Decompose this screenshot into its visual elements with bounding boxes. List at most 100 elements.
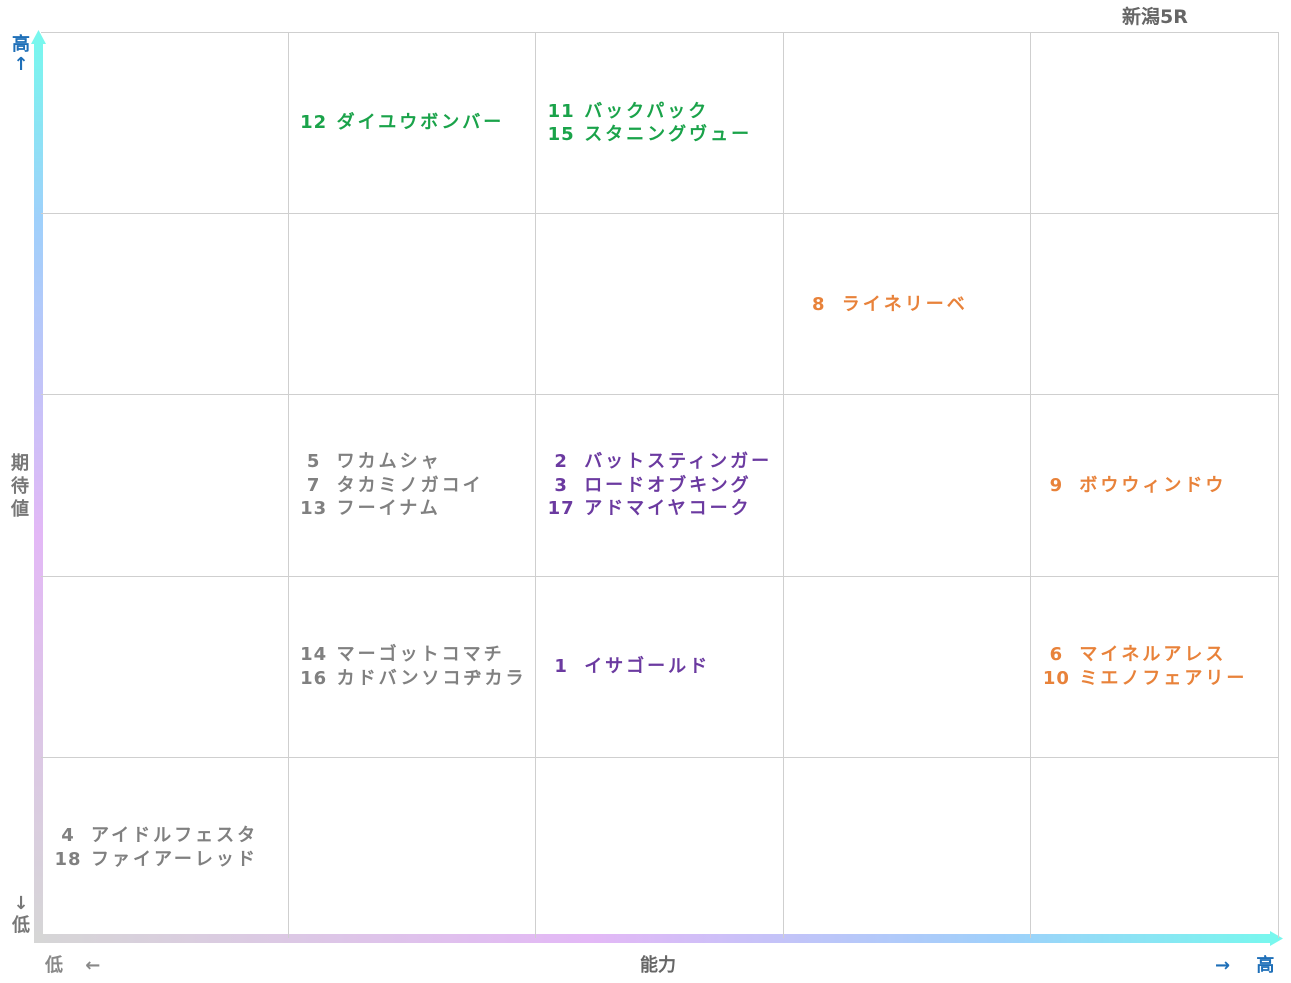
horse-entry: 1 イサゴールド: [544, 655, 783, 679]
horse-entry: 8 ライネリーベ: [802, 293, 1031, 317]
y-axis-label-text: 期待値: [11, 453, 29, 520]
grid-cell: 8 ライネリーベ: [783, 213, 1032, 395]
cell-entry-list: 6 マイネルアレス 10 ミエノフェアリー: [1031, 577, 1278, 757]
y-axis-high: 高 ↑: [11, 35, 31, 75]
horse-name: フーイナム: [336, 498, 441, 520]
horse-entry: 7 タカミノガコイ: [297, 474, 536, 498]
horse-number: 14: [300, 644, 328, 666]
horse-entry: 16 カドバンソコヂカラ: [297, 667, 536, 691]
x-axis-right-arrow: →: [1215, 955, 1231, 976]
race-title: 新潟5R: [1122, 6, 1188, 28]
horse-name: イサゴールド: [584, 655, 711, 677]
x-axis-high-label: 高: [1256, 955, 1275, 976]
grid-cell: 14 マーゴットコマチ 16 カドバンソコヂカラ: [288, 575, 537, 757]
y-axis-low: ↓ 低: [11, 893, 31, 937]
horse-name: ワカムシャ: [336, 451, 442, 473]
horse-name: ファイアーレッド: [91, 848, 258, 870]
y-axis-label: 期待値: [10, 452, 30, 521]
horse-number: 6: [1049, 644, 1064, 666]
horse-name: マイネルアレス: [1079, 644, 1227, 666]
y-axis-arrowhead: [31, 30, 46, 44]
grid-cell: [536, 756, 784, 938]
horse-number: 16: [300, 667, 328, 689]
x-axis-high: → 高: [1215, 951, 1274, 977]
x-axis-bar: [34, 934, 1274, 943]
horse-entry: 2 バットスティンガー: [544, 450, 783, 474]
x-axis-low: 低 ←: [45, 951, 100, 977]
grid-cell: 11 バックパック 15 スタニングヴュー: [536, 32, 784, 214]
horse-name: タカミノガコイ: [336, 474, 484, 496]
horse-number: 17: [547, 498, 575, 520]
horse-entry: 3 ロードオブキング: [544, 474, 783, 498]
horse-name: ダイユウボンバー: [336, 112, 505, 134]
horse-number: 11: [547, 100, 575, 122]
y-axis-low-label: 低: [12, 915, 30, 936]
x-axis-label: 能力: [640, 955, 676, 976]
grid-cell: [783, 756, 1032, 938]
horse-name: ロードオブキング: [584, 474, 752, 496]
grid-cell: [536, 213, 784, 395]
grid-cell: [1031, 756, 1279, 938]
horse-entry: 11 バックパック: [544, 100, 783, 124]
horse-name: アドマイヤコーク: [584, 498, 752, 520]
grid-cell: [783, 394, 1032, 576]
grid-cell: 9 ボウウィンドウ: [1031, 394, 1279, 576]
horse-entry: 15 スタニングヴュー: [544, 123, 783, 147]
grid-cell: 1 イサゴールド: [536, 575, 784, 757]
x-axis-left-arrow: ←: [85, 955, 101, 976]
grid-cell: 4 アイドルフェスタ 18 ファイアーレッド: [41, 756, 289, 938]
horse-name: マーゴットコマチ: [336, 644, 505, 666]
cell-entry-list: 2 バットスティンガー 3 ロードオブキング 17 アドマイヤコーク: [536, 395, 783, 575]
horse-number: 9: [1049, 474, 1064, 496]
matrix-grid: 12 ダイユウボンバー 11 バックパック 15 スタニングヴュー 8 ライネリーベ 5 ワカムシ…: [41, 32, 1279, 938]
cell-entry-list: 14 マーゴットコマチ 16 カドバンソコヂカラ: [289, 577, 536, 757]
cell-entry-list: 11 バックパック 15 スタニングヴュー: [536, 33, 783, 213]
horse-number: 12: [300, 112, 328, 134]
horse-entry: 5 ワカムシャ: [297, 450, 536, 474]
horse-name: アイドルフェスタ: [91, 825, 259, 847]
horse-entry: 18 ファイアーレッド: [51, 848, 288, 872]
cell-entry-list: 9 ボウウィンドウ: [1031, 395, 1278, 575]
horse-name: ライネリーベ: [841, 293, 968, 315]
x-axis-low-label: 低: [45, 955, 63, 976]
grid-cell: 6 マイネルアレス 10 ミエノフェアリー: [1031, 575, 1279, 757]
horse-number: 4: [61, 825, 75, 847]
horse-entry: 4 アイドルフェスタ: [51, 824, 288, 848]
horse-name: スタニングヴュー: [584, 124, 753, 146]
grid-cell: [288, 213, 537, 395]
grid-cell: [288, 756, 537, 938]
horse-name: カドバンソコヂカラ: [336, 667, 527, 689]
grid-cell: 5 ワカムシャ 7 タカミノガコイ 13 フーイナム: [288, 394, 537, 576]
x-axis-arrowhead: [1270, 931, 1283, 946]
horse-number: 1: [554, 655, 568, 677]
horse-number: 13: [300, 498, 328, 520]
horse-number: 10: [1042, 667, 1070, 689]
horse-number: 7: [306, 474, 321, 496]
horse-number: 2: [554, 451, 568, 473]
cell-entry-list: 4 アイドルフェスタ 18 ファイアーレッド: [41, 758, 288, 938]
cell-entry-list: 1 イサゴールド: [536, 577, 783, 757]
grid-cell: [1031, 213, 1279, 395]
horse-entry: 9 ボウウィンドウ: [1039, 474, 1278, 498]
grid-cell: [41, 394, 289, 576]
grid-cell: 2 バットスティンガー 3 ロードオブキング 17 アドマイヤコーク: [536, 394, 784, 576]
horse-entry: 13 フーイナム: [297, 497, 536, 521]
grid-cell: 12 ダイユウボンバー: [288, 32, 537, 214]
y-axis-bar: [34, 40, 43, 940]
y-axis-down-arrow: ↓: [13, 893, 29, 914]
cell-entry-list: 5 ワカムシャ 7 タカミノガコイ 13 フーイナム: [289, 395, 536, 575]
horse-number: 15: [547, 124, 575, 146]
grid-cell: [1031, 32, 1279, 214]
grid-cell: [783, 575, 1032, 757]
horse-name: バットスティンガー: [584, 451, 773, 473]
grid-cell: [41, 575, 289, 757]
horse-entry: 17 アドマイヤコーク: [544, 497, 783, 521]
grid-cell: [41, 32, 289, 214]
cell-entry-list: 8 ライネリーベ: [784, 214, 1031, 394]
horse-entry: 12 ダイユウボンバー: [297, 111, 536, 135]
horse-number: 8: [812, 293, 826, 315]
grid-cell: [783, 32, 1032, 214]
horse-number: 5: [306, 451, 321, 473]
